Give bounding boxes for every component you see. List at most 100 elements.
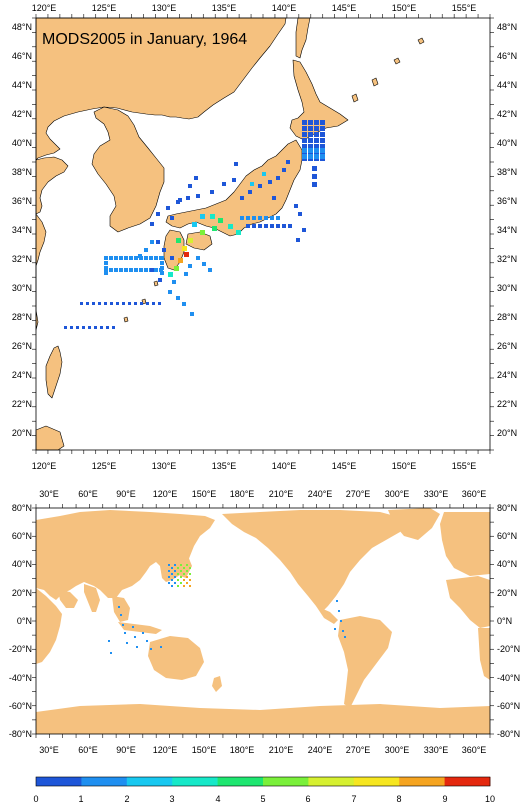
observation-cell [136,646,138,648]
kuril-island-4 [417,37,425,45]
observation-cell [184,272,188,276]
observation-cell [158,302,161,305]
observation-cell [194,176,198,180]
observation-cell [282,224,286,228]
observation-cell [168,576,170,578]
global-bottom-lon-labels: 30°E 60°E 90°E 120°E 150°E 180°E 210°E 2… [39,745,486,755]
observation-cell [124,268,128,272]
observation-cell [154,268,158,272]
observation-cell [170,216,174,220]
observation-cell [320,154,325,159]
observation-cell [314,138,319,143]
colorbar-swatch [444,777,491,786]
observation-cell [212,226,217,231]
observation-cell [200,230,205,235]
observation-cell [162,248,166,252]
bottom-lon-label: 120°E [32,461,57,471]
observation-cell [174,564,176,566]
colorbar-swatch [126,777,173,786]
observation-cell [302,120,307,125]
taiwan [45,345,63,399]
observation-cell [171,579,173,581]
left-lat-label: 20°N [12,588,32,598]
top-lon-label: 330°E [424,489,449,499]
right-lat-label: 48°N [497,22,517,32]
regional-left-lat-labels: 48°N 46°N 44°N 42°N 40°N 38°N 36°N 34°N … [12,22,32,438]
observation-cell [186,576,188,578]
observation-cell [180,570,182,572]
observation-cell [174,576,176,578]
right-lat-label: 38°N [497,167,517,177]
observation-cell [132,626,134,628]
observation-cell [158,278,162,282]
observation-cell [196,194,200,198]
observation-cell [160,271,164,275]
regional-map: MODS2005 in January, 1964 120°E 125°E 13… [12,3,517,471]
global-land [36,508,490,734]
colorbar-swatches [36,777,491,786]
observation-cell [86,302,89,305]
right-lat-label: 24°N [497,370,517,380]
observation-cell [146,640,148,642]
observation-cell [286,160,290,164]
antarctica [36,704,490,734]
regional-tick-marks [32,14,494,454]
right-lat-label: 20°N [497,588,517,598]
left-lat-label: 48°N [12,22,32,32]
observation-cell [154,256,158,260]
colorbar-label: 3 [169,794,174,804]
observation-cell [270,224,274,228]
observation-cell [188,184,192,188]
colorbar-label: 8 [396,794,401,804]
top-lon-label: 360°E [462,489,487,499]
left-lat-label: 42°N [12,109,32,119]
left-lat-label: 24°N [12,370,32,380]
observation-cell [264,224,268,228]
left-lat-label: -40°N [9,673,32,683]
observation-cell [180,564,182,566]
kuril-island-2 [371,77,379,87]
observation-cell [82,326,85,329]
observation-cell [134,636,136,638]
top-lon-label: 125°E [92,3,117,13]
observation-cell [228,224,233,229]
left-lat-label: -60°N [9,701,32,711]
global-map: 30°E 60°E 90°E 120°E 150°E 180°E 210°E 2… [9,489,520,755]
observation-cell [202,262,206,266]
africa-east-wrap [446,576,490,628]
top-lon-label: 130°E [152,3,177,13]
left-lat-label: 30°N [12,283,32,293]
observation-cell [210,190,214,194]
observation-cell [258,184,262,188]
left-lat-label: 20°N [12,428,32,438]
observation-cell [314,154,319,159]
observation-cell [308,148,313,153]
ryukyu-island-3 [123,316,129,323]
observation-cell [104,266,108,270]
top-lon-label: 150°E [192,489,217,499]
right-lat-label: 22°N [497,399,517,409]
bottom-lon-label: 130°E [152,461,177,471]
mainland-china-russia [35,17,287,161]
bottom-lon-label: 330°E [424,745,449,755]
observation-cell [308,126,313,131]
observation-cell [184,252,189,257]
left-lat-label: 40°N [12,559,32,569]
observation-cell [302,132,307,137]
top-lon-label: 135°E [212,3,237,13]
bottom-lon-label: 270°E [346,745,371,755]
observation-cell [188,264,192,268]
observation-cell [160,261,164,265]
right-lat-label: 26°N [497,341,517,351]
right-lat-label: 0°N [497,616,512,626]
title-box: MODS2005 in January, 1964 [38,28,256,50]
colorbar-label: 4 [215,794,220,804]
left-lat-label: 44°N [12,80,32,90]
colorbar-swatch [81,777,128,786]
observation-cell [264,216,268,220]
observation-cell [320,120,325,125]
observation-cell [106,326,109,329]
observation-cell [114,256,118,260]
south-america [338,616,392,708]
left-lat-label: 40°N [12,138,32,148]
